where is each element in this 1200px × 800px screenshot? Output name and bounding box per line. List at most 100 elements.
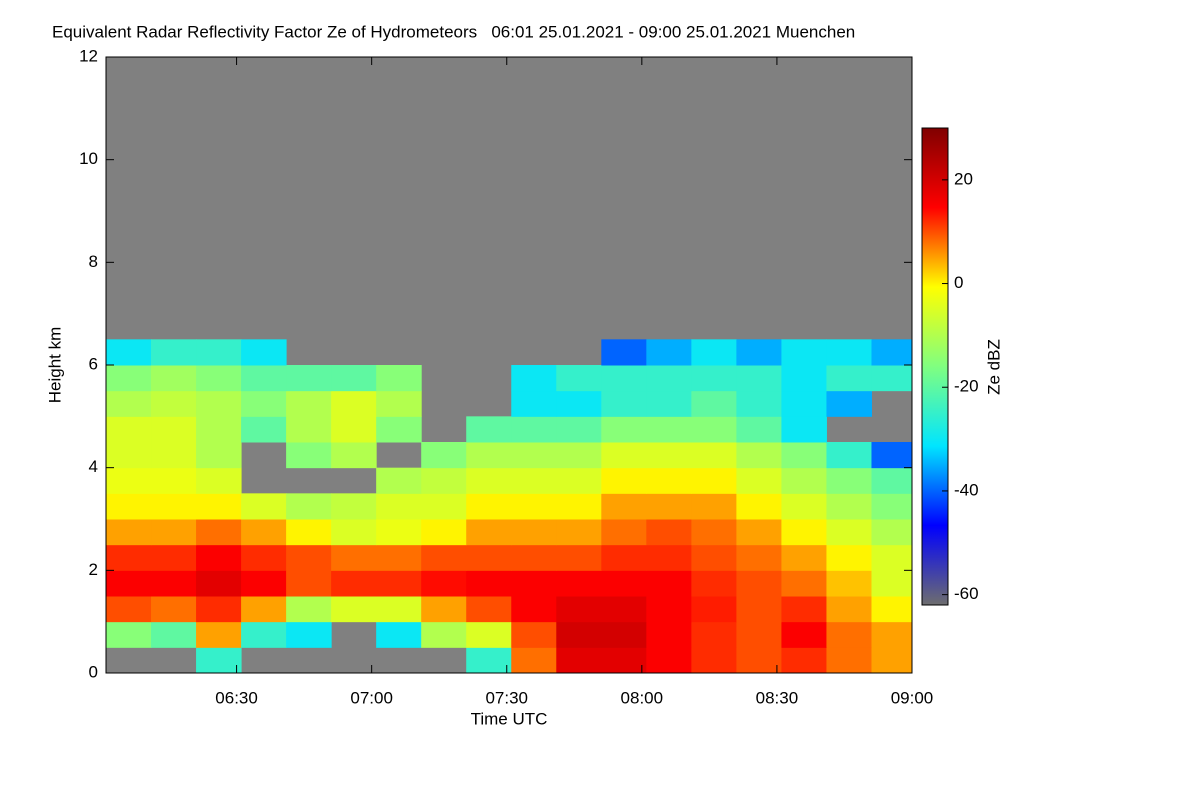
heatmap-cell [781,570,827,597]
heatmap-cell [691,390,737,417]
y-tick-label: 12 [79,46,98,65]
heatmap-cell [601,365,647,392]
heatmap-cell [286,621,332,648]
heatmap-cell [106,339,152,366]
heatmap-cell [781,493,827,520]
heatmap-cell [826,365,872,392]
colorbar-tick-label: 0 [954,273,963,292]
heatmap-cell [511,519,557,546]
heatmap-cell [601,544,647,571]
heatmap-cell [646,467,692,494]
heatmap-cell [556,544,602,571]
heatmap-cell [151,570,197,597]
heatmap-cell [691,467,737,494]
x-axis-label: Time UTC [471,709,548,728]
heatmap-cell [736,416,782,443]
heatmap-cell [826,596,872,623]
heatmap-cell [736,621,782,648]
heatmap-cell [151,442,197,469]
heatmap-cell [466,416,512,443]
heatmap-cell [106,442,152,469]
heatmap-cell [466,493,512,520]
heatmap-cell [826,339,872,366]
x-tick-label: 07:00 [350,688,393,707]
heatmap-cell [331,390,377,417]
heatmap-cell [151,467,197,494]
heatmap-cell [691,519,737,546]
heatmap-cell [151,390,197,417]
heatmap-cell [286,544,332,571]
heatmap-cell [196,442,242,469]
heatmap-cell [151,621,197,648]
y-tick-label: 4 [89,457,98,476]
heatmap-cell [106,570,152,597]
heatmap-cell [601,493,647,520]
heatmap-cell [286,493,332,520]
heatmap-cell [556,390,602,417]
heatmap-cell [646,390,692,417]
heatmap-cell [556,442,602,469]
heatmap-cell [871,544,913,571]
heatmap-cell [106,544,152,571]
heatmap-cell [331,570,377,597]
heatmap-cell [826,442,872,469]
heatmap-cell [241,416,287,443]
heatmap-cell [691,442,737,469]
heatmap-cell [196,596,242,623]
heatmap-cell [781,442,827,469]
heatmap-cell [871,621,913,648]
heatmap-cell [556,467,602,494]
heatmap-cell [736,390,782,417]
heatmap-cell [286,442,332,469]
heatmap-cell [871,493,913,520]
heatmap-cell [421,621,467,648]
heatmap-cell [511,544,557,571]
heatmap-cell [196,339,242,366]
heatmap-cell [151,365,197,392]
heatmap-cell [376,544,422,571]
heatmap-cell [736,365,782,392]
heatmap-cell [196,467,242,494]
colorbar-tick-label: -60 [954,584,979,603]
heatmap-cell [376,596,422,623]
heatmap-cell [466,596,512,623]
x-tick-label: 09:00 [891,688,934,707]
heatmap-cell [376,570,422,597]
heatmap-cell [286,365,332,392]
heatmap-cell [646,339,692,366]
heatmap-cell [466,467,512,494]
y-tick-label: 2 [89,560,98,579]
heatmap-cell [601,596,647,623]
heatmap-cell [646,621,692,648]
heatmap-cell [691,647,737,674]
heatmap-cell [466,647,512,674]
heatmap-cell [151,544,197,571]
heatmap-cell [736,570,782,597]
heatmap-cell [511,416,557,443]
heatmap-cell [196,647,242,674]
heatmap-cell [241,596,287,623]
heatmap-cell [466,621,512,648]
heatmap-cell [196,621,242,648]
x-tick-label: 07:30 [485,688,528,707]
heatmap-cell [871,570,913,597]
heatmap-cell [646,519,692,546]
heatmap-cell [196,519,242,546]
heatmap-cell [691,621,737,648]
heatmap-cell [331,365,377,392]
x-tick-label: 08:30 [756,688,799,707]
heatmap-cell [466,442,512,469]
heatmap-cell [286,596,332,623]
heatmap-cell [871,519,913,546]
heatmap-cell [691,493,737,520]
heatmap-cell [376,416,422,443]
heatmap-cell [871,365,913,392]
heatmap-cell [421,519,467,546]
colorbar-tick-label: -20 [954,377,979,396]
heatmap-cell [106,596,152,623]
y-tick-label: 10 [79,149,98,168]
heatmap-cell [826,570,872,597]
heatmap-cell [646,647,692,674]
x-tick-label: 06:30 [215,688,258,707]
heatmap-cell [781,467,827,494]
